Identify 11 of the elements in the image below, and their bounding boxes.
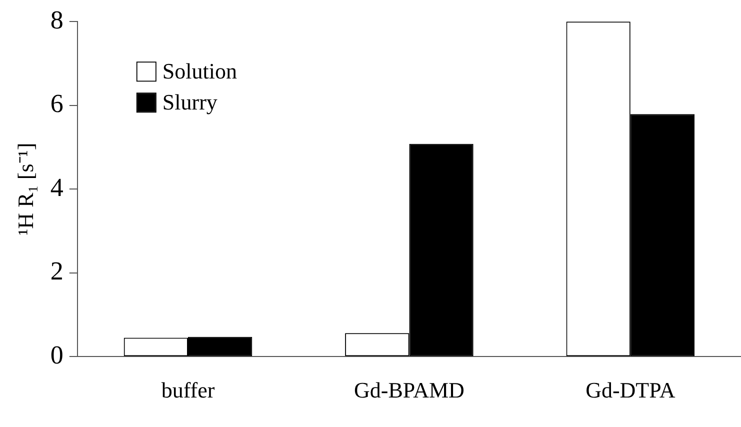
y-tick-label: 6 [50, 89, 64, 118]
x-tick-label: buffer [161, 378, 216, 403]
y-tick-label: 0 [50, 340, 64, 370]
y-tick-label: 4 [50, 172, 64, 202]
y-tick-label: 8 [50, 5, 64, 34]
legend-label: Slurry [162, 89, 218, 114]
x-tick-label: Gd-BPAMD [354, 378, 464, 403]
y-axis-title: ¹H R₁ [s⁻¹] [12, 142, 38, 236]
legend-label: Solution [162, 58, 237, 84]
x-tick-label: Gd-DTPA [586, 378, 676, 403]
y-tick-label: 2 [50, 256, 64, 286]
